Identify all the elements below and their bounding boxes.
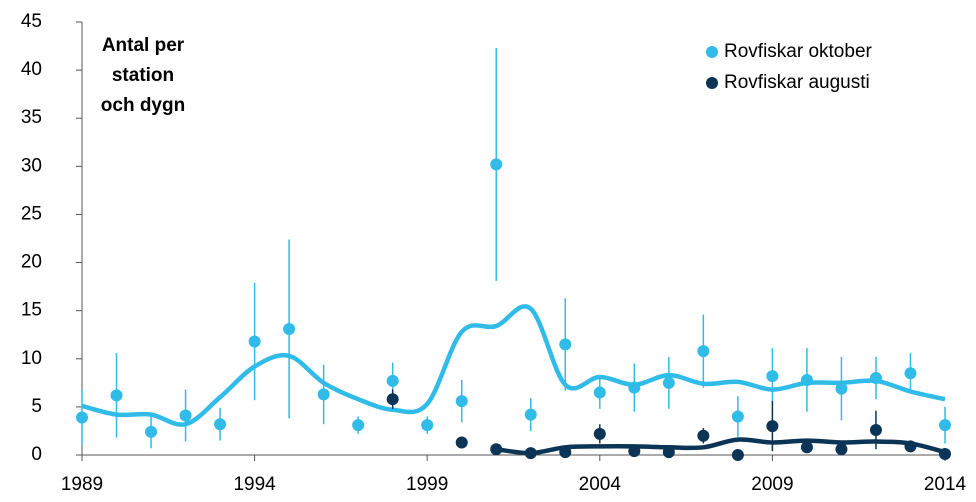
y-tick-label: 15 xyxy=(21,300,42,321)
x-tick-label: 2004 xyxy=(579,474,622,495)
data-point xyxy=(455,436,468,449)
x-tick-label: 2009 xyxy=(751,474,793,495)
y-tick-label: 0 xyxy=(31,444,42,465)
data-point xyxy=(697,345,710,358)
data-point xyxy=(731,410,744,423)
x-tick-label: 2014 xyxy=(924,474,967,495)
data-point xyxy=(662,446,675,459)
data-point xyxy=(386,393,399,406)
annotation: station xyxy=(112,65,174,86)
y-tick-label: 25 xyxy=(21,203,42,224)
data-point xyxy=(524,408,537,421)
y-tick-label: 20 xyxy=(21,252,42,273)
legend-marker xyxy=(706,77,718,89)
legend-label: Rovfiskar oktober xyxy=(724,41,873,62)
data-point xyxy=(904,440,917,453)
data-point xyxy=(421,419,434,432)
data-point xyxy=(939,448,951,461)
data-point xyxy=(800,441,813,454)
x-tick-label: 1989 xyxy=(61,474,103,495)
data-point xyxy=(283,322,296,335)
legend-label: Rovfiskar augusti xyxy=(724,72,870,93)
data-point xyxy=(76,411,88,424)
x-tick-label: 1994 xyxy=(233,474,276,495)
y-tick-label: 30 xyxy=(21,155,42,176)
data-point xyxy=(731,449,744,461)
data-point xyxy=(179,409,192,422)
y-tick-label: 5 xyxy=(31,396,42,417)
data-point xyxy=(593,427,606,440)
annotation: och dygn xyxy=(101,95,185,116)
data-point xyxy=(524,447,537,460)
data-point xyxy=(904,367,917,380)
x-tick-label: 1999 xyxy=(406,474,448,495)
data-point xyxy=(145,425,158,438)
data-point xyxy=(869,372,882,385)
trend-line xyxy=(81,304,946,427)
annotation: Antal per xyxy=(102,35,185,56)
data-point xyxy=(766,370,779,383)
data-point xyxy=(386,374,399,387)
data-point xyxy=(559,446,572,459)
data-point xyxy=(490,443,503,456)
data-point xyxy=(628,445,641,458)
data-point xyxy=(835,382,848,395)
data-point xyxy=(248,335,261,348)
data-point xyxy=(800,373,813,386)
legend-marker xyxy=(706,46,718,58)
y-tick-label: 35 xyxy=(21,107,42,128)
data-point xyxy=(628,381,641,394)
data-point xyxy=(869,423,882,436)
data-point xyxy=(766,420,779,433)
data-point xyxy=(697,429,710,442)
data-point xyxy=(490,158,503,171)
data-point xyxy=(352,419,365,432)
y-tick-label: 10 xyxy=(21,348,42,369)
data-point xyxy=(110,389,123,402)
y-tick-label: 40 xyxy=(21,59,42,80)
y-tick-label: 45 xyxy=(21,11,42,32)
data-point xyxy=(662,376,675,389)
data-point xyxy=(835,443,848,456)
data-point xyxy=(939,419,951,432)
data-point xyxy=(317,388,330,401)
data-point xyxy=(214,418,227,431)
data-point xyxy=(559,338,572,351)
data-point xyxy=(455,395,468,408)
data-point xyxy=(593,386,606,399)
